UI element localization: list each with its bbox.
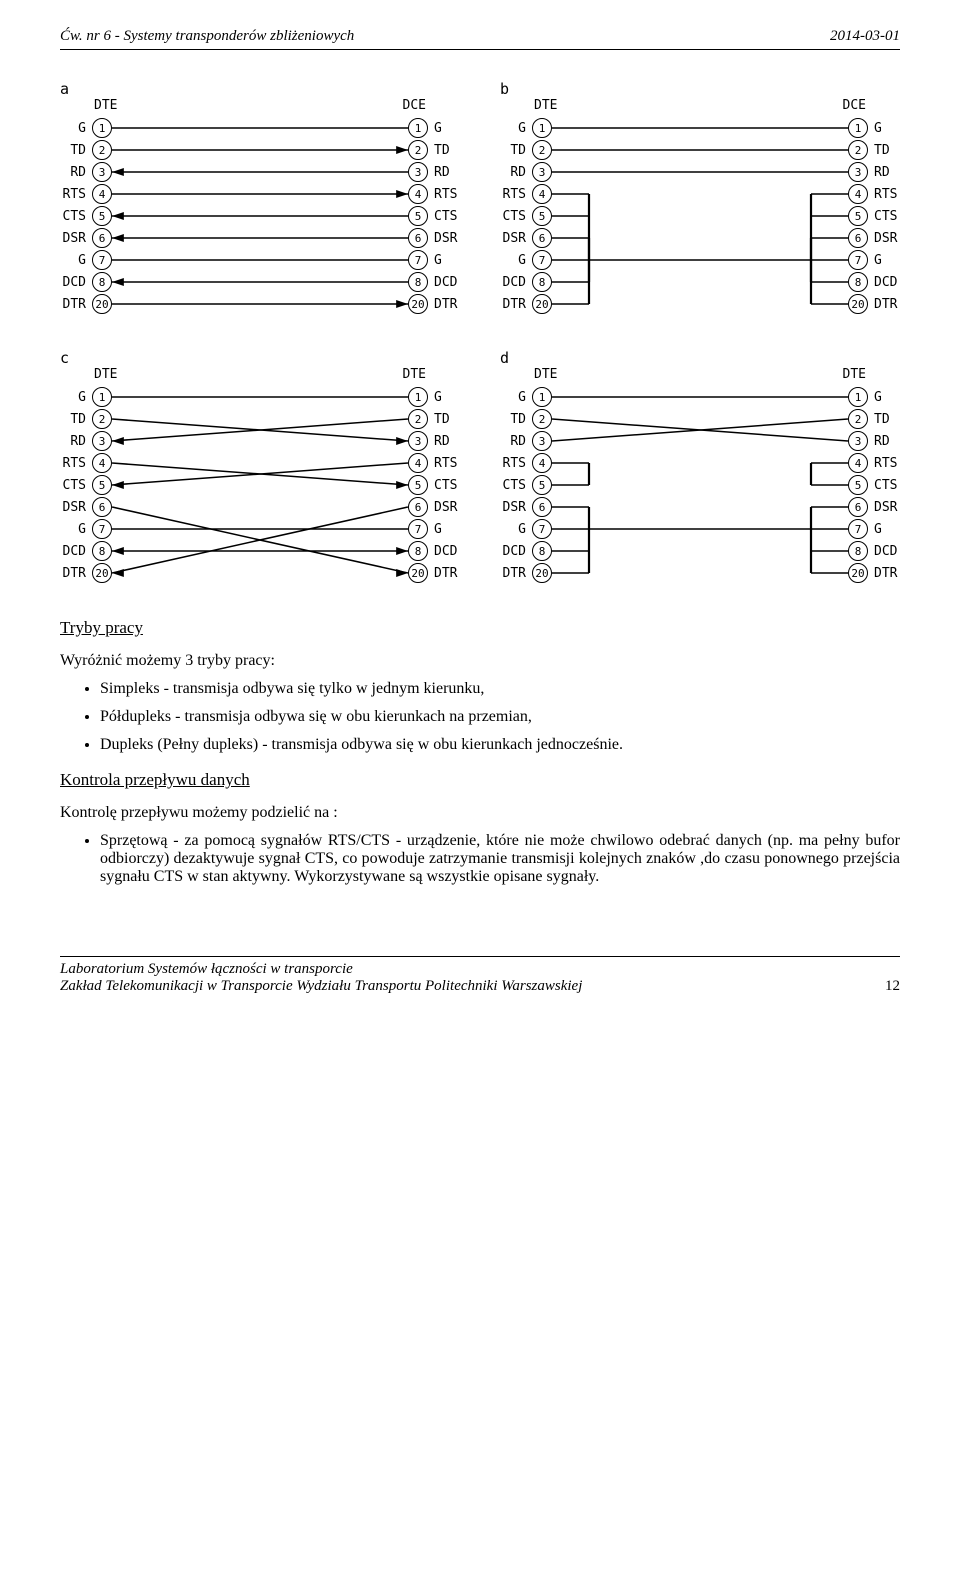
diagram-block: aDTEDCEG1TD2RD3RTS4CTS5DSR6G7DCD8DTR201G… [60, 80, 900, 588]
list-item: Sprzętową - za pomocą sygnałów RTS/CTS -… [100, 832, 900, 886]
list-item: Dupleks (Pełny dupleks) - transmisja odb… [100, 736, 900, 754]
section2-list: Sprzętową - za pomocą sygnałów RTS/CTS -… [60, 832, 900, 886]
header-right: 2014-03-01 [830, 28, 900, 45]
page-number: 12 [885, 978, 900, 995]
list-item: Simpleks - transmisja odbywa się tylko w… [100, 680, 900, 698]
section1-title: Tryby pracy [60, 618, 900, 638]
list-item: Półdupleks - transmisja odbywa się w obu… [100, 708, 900, 726]
footer-rule [60, 956, 900, 957]
header-left: Ćw. nr 6 - Systemy transponderów zbliżen… [60, 28, 354, 45]
diagram-panel-c: cDTEDTEG1TD2RD3RTS4CTS5DSR6G7DCD8DTR201G… [60, 349, 460, 588]
section2-intro: Kontrolę przepływu możemy podzielić na : [60, 804, 900, 822]
diagram-panel-a: aDTEDCEG1TD2RD3RTS4CTS5DSR6G7DCD8DTR201G… [60, 80, 460, 319]
section1-intro: Wyróżnić możemy 3 tryby pracy: [60, 652, 900, 670]
section2-title: Kontrola przepływu danych [60, 770, 900, 790]
section1-list: Simpleks - transmisja odbywa się tylko w… [60, 680, 900, 754]
diagram-panel-b: bDTEDCEG1TD2RD3RTS4CTS5DSR6G7DCD8DTR201G… [500, 80, 900, 319]
footer-line1: Laboratorium Systemów łączności w transp… [60, 961, 582, 978]
diagram-panel-d: dDTEDTEG1TD2RD3RTS4CTS5DSR6G7DCD8DTR201G… [500, 349, 900, 588]
footer-line2: Zakład Telekomunikacji w Transporcie Wyd… [60, 978, 582, 995]
header-rule [60, 49, 900, 50]
